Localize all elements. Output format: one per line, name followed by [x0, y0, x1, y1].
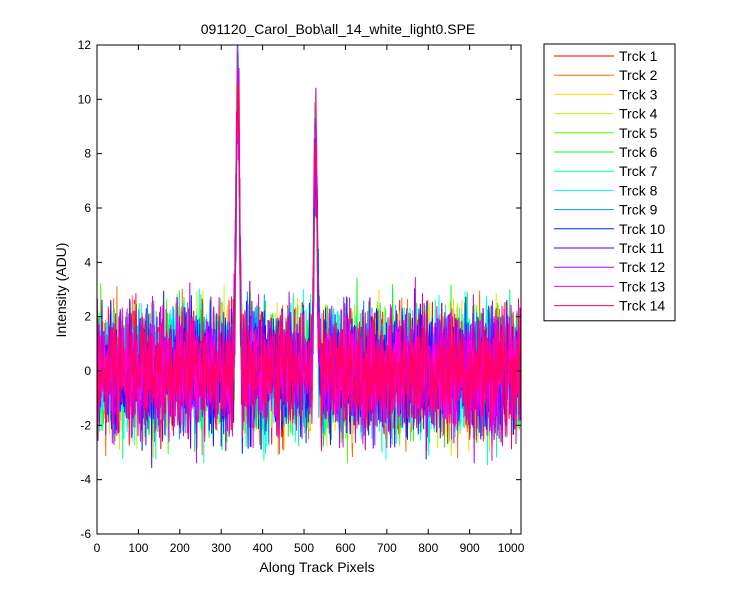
y-tick-label: 2	[84, 310, 91, 324]
x-tick-label: 500	[294, 541, 314, 555]
plot-area-frame	[96, 44, 522, 535]
legend-label: Trck 6	[619, 144, 658, 160]
y-axis: -6 -4 -2 0 2 4 6 8 10 12	[78, 38, 521, 541]
legend-label: Trck 1	[619, 48, 658, 64]
x-tick-label: 200	[170, 541, 190, 555]
series-line	[96, 85, 522, 455]
y-tick-label: 6	[84, 201, 91, 215]
legend-label: Trck 12	[619, 259, 665, 275]
legend-label: Trck 8	[619, 182, 658, 198]
legend-label: Trck 2	[619, 67, 658, 83]
x-tick-label: 100	[128, 541, 148, 555]
x-tick-label: 600	[335, 541, 355, 555]
x-tick-label: 400	[253, 541, 273, 555]
legend-label: Trck 10	[619, 221, 665, 237]
y-tick-label: 4	[84, 255, 91, 269]
x-tick-label: 1000	[498, 541, 525, 555]
legend-box	[543, 43, 676, 322]
y-tick-label: 12	[78, 38, 92, 52]
legend-label: Trck 7	[619, 163, 658, 179]
legend-label: Trck 4	[619, 106, 658, 122]
x-axis-label: Along Track Pixels	[259, 559, 374, 575]
y-tick-label: -6	[80, 527, 91, 541]
y-tick-label: 0	[84, 364, 91, 378]
legend-label: Trck 3	[619, 86, 658, 102]
y-tick-label: -2	[80, 418, 91, 432]
x-tick-label: 900	[460, 541, 480, 555]
x-tick-label: 700	[377, 541, 397, 555]
x-tick-label: 300	[211, 541, 231, 555]
legend-label: Trck 9	[619, 202, 658, 218]
legend: Trck 1 Trck 2 Trck 3 Trck 4 Trck 5 Trck 6 Trck…	[543, 43, 676, 322]
x-tick-label: 800	[418, 541, 438, 555]
y-axis-label: Intensity (ADU)	[53, 243, 69, 338]
y-tick-label: -4	[80, 473, 91, 487]
x-axis: 0 100 200 300 400 500 600 700 800 900 1000	[94, 45, 525, 555]
legend-label: Trck 13	[619, 278, 665, 294]
series-layer	[96, 44, 522, 468]
legend-label: Trck 11	[619, 240, 664, 256]
y-tick-label: 10	[78, 92, 92, 106]
chart-title: 091120_Carol_Bob\all_14_white_light0.SPE	[201, 21, 476, 37]
x-tick-label: 0	[94, 541, 101, 555]
y-tick-label: 8	[84, 147, 91, 161]
legend-label: Trck 5	[619, 125, 658, 141]
legend-label: Trck 14	[619, 298, 665, 314]
